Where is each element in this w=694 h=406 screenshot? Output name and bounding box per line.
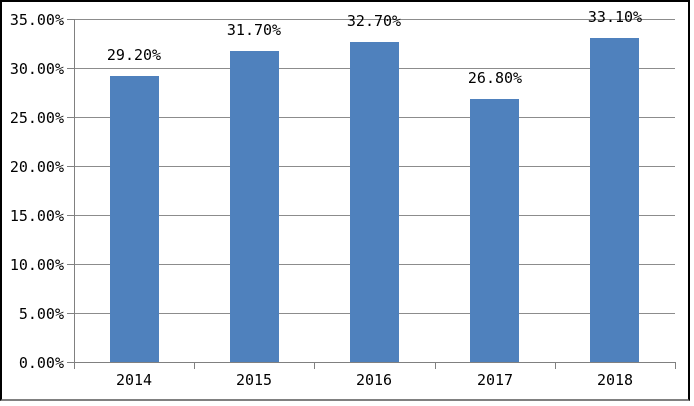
x-axis-category-label: 2015 bbox=[235, 371, 273, 389]
y-tick-mark bbox=[67, 215, 74, 216]
bar-2014 bbox=[110, 76, 159, 362]
x-tick-mark bbox=[675, 362, 676, 369]
y-axis-tick-label: 30.00% bbox=[9, 60, 64, 78]
bar-value-label: 31.70% bbox=[226, 21, 282, 39]
y-axis-tick-label: 0.00% bbox=[18, 354, 64, 372]
x-tick-mark bbox=[314, 362, 315, 369]
y-axis-tick-label: 35.00% bbox=[9, 11, 64, 29]
x-axis-category-label: 2018 bbox=[596, 371, 634, 389]
gridline bbox=[74, 19, 675, 20]
bar-2018 bbox=[590, 38, 639, 362]
bar-value-label: 29.20% bbox=[106, 46, 162, 64]
x-axis-category-label: 2014 bbox=[115, 371, 153, 389]
y-tick-mark bbox=[67, 362, 74, 363]
y-tick-mark bbox=[67, 68, 74, 69]
y-axis-tick-label: 15.00% bbox=[9, 207, 64, 225]
bar-value-label: 33.10% bbox=[587, 8, 643, 26]
x-axis-line bbox=[74, 362, 676, 363]
bar-value-label: 26.80% bbox=[467, 69, 523, 87]
y-axis-tick-label: 10.00% bbox=[9, 256, 64, 274]
bar-value-label: 32.70% bbox=[346, 12, 402, 30]
y-tick-mark bbox=[67, 313, 74, 314]
x-tick-mark bbox=[435, 362, 436, 369]
x-axis-category-label: 2016 bbox=[355, 371, 393, 389]
bar-2016 bbox=[350, 42, 399, 362]
y-tick-mark bbox=[67, 166, 74, 167]
x-tick-mark bbox=[74, 362, 75, 369]
y-tick-mark bbox=[67, 19, 74, 20]
y-axis-line bbox=[74, 19, 75, 368]
bar-2017 bbox=[470, 99, 519, 362]
x-tick-mark bbox=[555, 362, 556, 369]
y-axis-tick-label: 5.00% bbox=[18, 305, 64, 323]
y-tick-mark bbox=[67, 117, 74, 118]
bar-2015 bbox=[230, 51, 279, 362]
x-tick-mark bbox=[194, 362, 195, 369]
y-axis-tick-label: 20.00% bbox=[9, 158, 64, 176]
y-tick-mark bbox=[67, 264, 74, 265]
y-axis-tick-label: 25.00% bbox=[9, 109, 64, 127]
x-axis-category-label: 2017 bbox=[476, 371, 514, 389]
